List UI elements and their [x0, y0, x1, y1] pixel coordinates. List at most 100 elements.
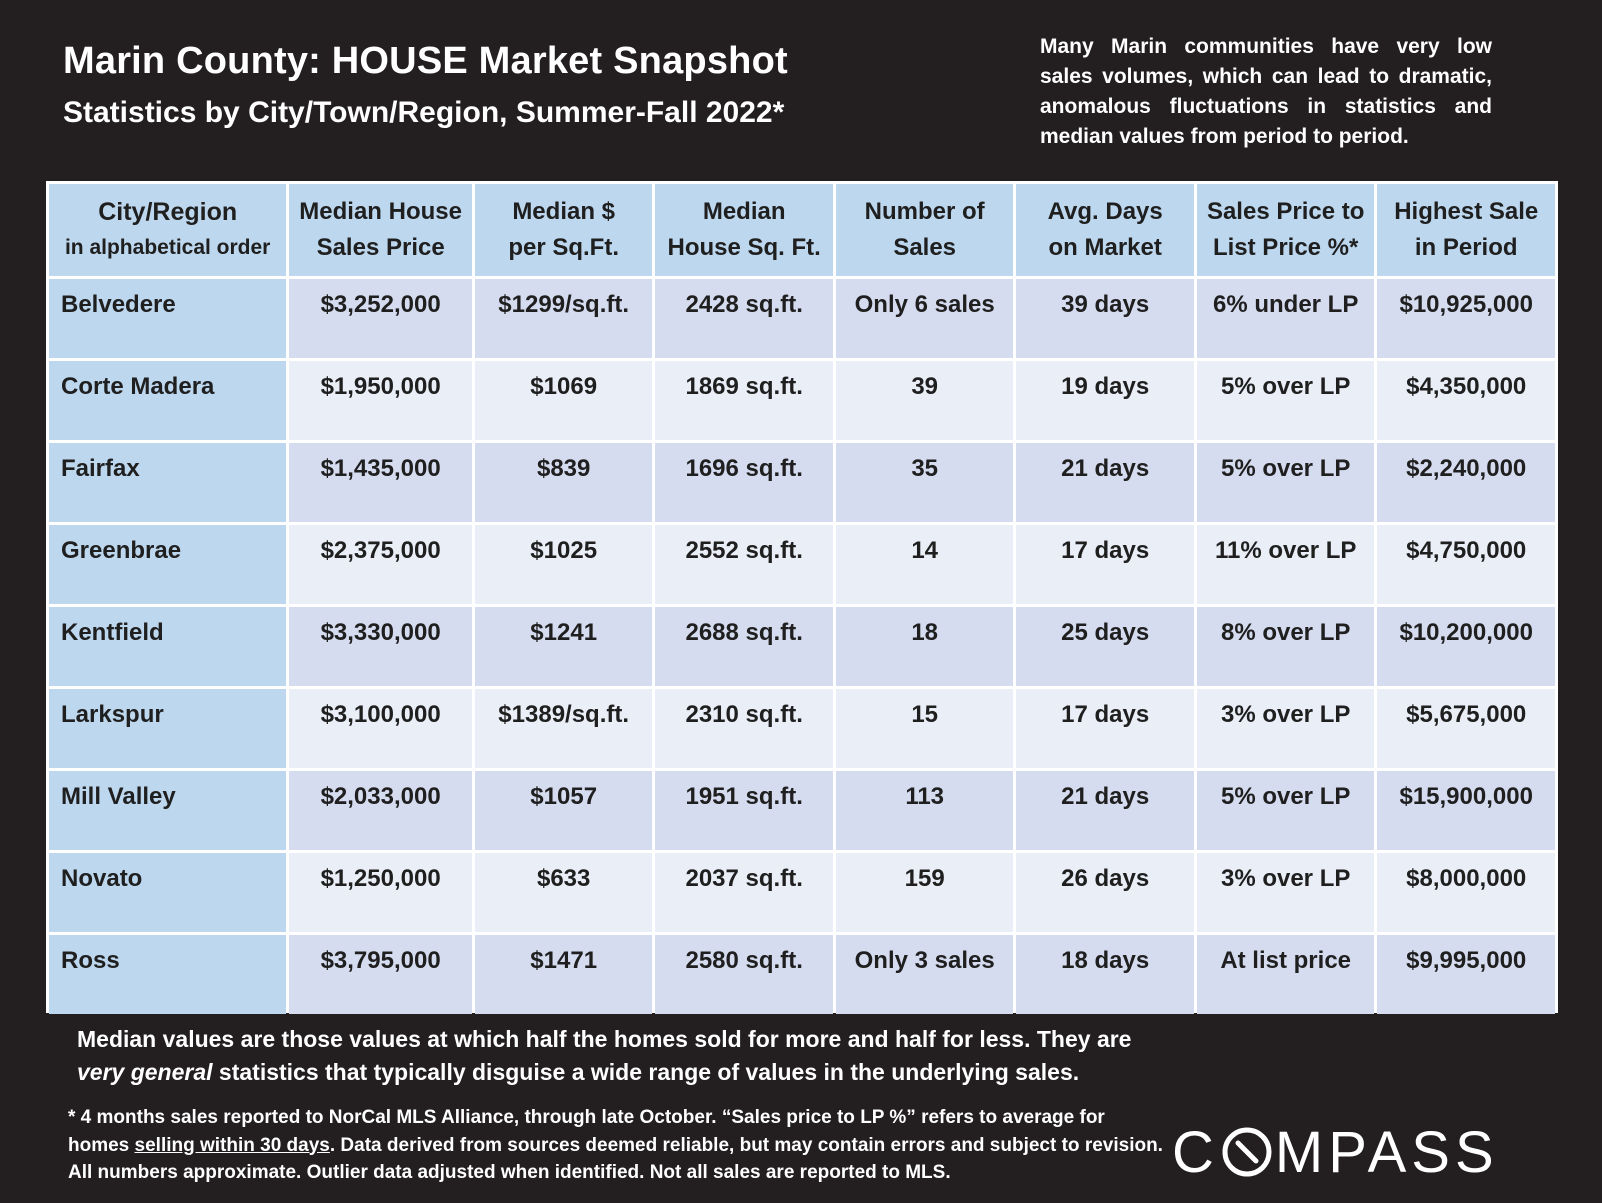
- sales-to-list-cell: 5% over LP: [1196, 361, 1375, 440]
- median-price-cell: $3,330,000: [289, 607, 472, 686]
- column-header-line2: Sales: [893, 234, 957, 261]
- table-row: Novato $1,250,000 $633 2037 sq.ft. 159 2…: [49, 853, 1555, 932]
- number-of-sales-cell: Only 3 sales: [835, 935, 1014, 1014]
- days-on-market-cell: 21 days: [1016, 443, 1194, 522]
- column-header-number-of-sales: Number of Sales: [835, 184, 1014, 276]
- days-on-market-cell: 19 days: [1016, 361, 1194, 440]
- sqft-cell: 2688 sq.ft.: [655, 607, 833, 686]
- column-header-line2: per Sq.Ft.: [508, 234, 619, 261]
- table-row: Greenbrae $2,375,000 $1025 2552 sq.ft. 1…: [49, 525, 1555, 604]
- footnote-text-1: * 4 months sales reported to NorCal MLS …: [68, 1107, 1105, 1156]
- median-price-cell: $3,795,000: [289, 935, 472, 1014]
- table-row: Kentfield $3,330,000 $1241 2688 sq.ft. 1…: [49, 607, 1555, 686]
- median-price-cell: $2,375,000: [289, 525, 472, 604]
- highest-sale-cell: $9,995,000: [1377, 935, 1555, 1014]
- sales-to-list-cell: 11% over LP: [1196, 525, 1375, 604]
- median-price-cell: $3,100,000: [289, 689, 472, 768]
- highest-sale-cell: $2,240,000: [1377, 443, 1555, 522]
- table-row: Fairfax $1,435,000 $839 1696 sq.ft. 35 2…: [49, 443, 1555, 522]
- explanation-text-1: Median values are those values at which …: [77, 1026, 1132, 1052]
- city-cell: Mill Valley: [49, 771, 287, 850]
- column-header-highest-sale: Highest Sale in Period: [1377, 184, 1555, 276]
- median-price-cell: $3,252,000: [289, 279, 472, 358]
- column-header-line1: Highest Sale: [1394, 198, 1539, 225]
- city-cell: Fairfax: [49, 443, 287, 522]
- column-header-median-price: Median House Sales Price: [289, 184, 472, 276]
- city-cell: Larkspur: [49, 689, 287, 768]
- table-row: Mill Valley $2,033,000 $1057 1951 sq.ft.…: [49, 771, 1555, 850]
- highest-sale-cell: $10,200,000: [1377, 607, 1555, 686]
- sales-to-list-cell: 6% under LP: [1196, 279, 1375, 358]
- sqft-cell: 2037 sq.ft.: [655, 853, 833, 932]
- price-per-sqft-cell: $839: [474, 443, 653, 522]
- city-cell: Belvedere: [49, 279, 287, 358]
- median-price-cell: $1,435,000: [289, 443, 472, 522]
- column-header-price-per-sqft: Median $ per Sq.Ft.: [474, 184, 653, 276]
- sqft-cell: 1696 sq.ft.: [655, 443, 833, 522]
- market-table-container: City/Region in alphabetical order Median…: [46, 181, 1558, 1014]
- highest-sale-cell: $10,925,000: [1377, 279, 1555, 358]
- price-per-sqft-cell: $1025: [474, 525, 653, 604]
- column-header-days-on-market: Avg. Days on Market: [1016, 184, 1194, 276]
- days-on-market-cell: 18 days: [1016, 935, 1194, 1014]
- number-of-sales-cell: 39: [835, 361, 1014, 440]
- table-row: Belvedere $3,252,000 $1299/sq.ft. 2428 s…: [49, 279, 1555, 358]
- column-header-line1: Avg. Days: [1047, 198, 1163, 225]
- days-on-market-cell: 17 days: [1016, 689, 1194, 768]
- column-header-line2: on Market: [1048, 234, 1162, 261]
- table-row: Ross $3,795,000 $1471 2580 sq.ft. Only 3…: [49, 935, 1555, 1014]
- price-per-sqft-cell: $1057: [474, 771, 653, 850]
- column-header-line2: House Sq. Ft.: [667, 234, 821, 261]
- logo-text-end: MPASS: [1274, 1119, 1499, 1185]
- page-title: Marin County: HOUSE Market Snapshot: [63, 40, 788, 82]
- number-of-sales-cell: 14: [835, 525, 1014, 604]
- sqft-cell: 2580 sq.ft.: [655, 935, 833, 1014]
- column-header-line2: in alphabetical order: [64, 236, 271, 259]
- price-per-sqft-cell: $1069: [474, 361, 653, 440]
- page-subtitle: Statistics by City/Town/Region, Summer-F…: [63, 96, 785, 129]
- table-row: Larkspur $3,100,000 $1389/sq.ft. 2310 sq…: [49, 689, 1555, 768]
- days-on-market-cell: 17 days: [1016, 525, 1194, 604]
- column-header-sales-to-list: Sales Price to List Price %*: [1196, 184, 1375, 276]
- column-header-line1: Number of: [864, 198, 985, 225]
- sqft-cell: 2552 sq.ft.: [655, 525, 833, 604]
- footnote: * 4 months sales reported to NorCal MLS …: [68, 1104, 1168, 1187]
- highest-sale-cell: $15,900,000: [1377, 771, 1555, 850]
- median-price-cell: $1,950,000: [289, 361, 472, 440]
- column-header-city: City/Region in alphabetical order: [49, 184, 287, 276]
- column-header-sqft: Median House Sq. Ft.: [655, 184, 833, 276]
- sales-to-list-cell: 3% over LP: [1196, 853, 1375, 932]
- sales-to-list-cell: 8% over LP: [1196, 607, 1375, 686]
- sqft-cell: 2428 sq.ft.: [655, 279, 833, 358]
- price-per-sqft-cell: $1299/sq.ft.: [474, 279, 653, 358]
- compass-o-icon: [1222, 1127, 1272, 1177]
- column-header-line2: Sales Price: [316, 234, 445, 261]
- column-header-line1: Median House: [299, 198, 462, 225]
- median-price-cell: $2,033,000: [289, 771, 472, 850]
- footnote-underlined: selling within 30 days: [134, 1134, 330, 1156]
- logo-text-start: C: [1172, 1119, 1219, 1185]
- sales-to-list-cell: 3% over LP: [1196, 689, 1375, 768]
- sales-to-list-cell: 5% over LP: [1196, 443, 1375, 522]
- price-per-sqft-cell: $633: [474, 853, 653, 932]
- highest-sale-cell: $8,000,000: [1377, 853, 1555, 932]
- city-cell: Ross: [49, 935, 287, 1014]
- column-header-line1: City/Region: [98, 198, 238, 226]
- median-explanation: Median values are those values at which …: [77, 1023, 1177, 1089]
- price-per-sqft-cell: $1241: [474, 607, 653, 686]
- city-cell: Novato: [49, 853, 287, 932]
- days-on-market-cell: 26 days: [1016, 853, 1194, 932]
- sales-to-list-cell: At list price: [1196, 935, 1375, 1014]
- table-header-row: City/Region in alphabetical order Median…: [49, 184, 1555, 276]
- explanation-text-2: statistics that typically disguise a wid…: [212, 1059, 1080, 1085]
- sqft-cell: 1951 sq.ft.: [655, 771, 833, 850]
- median-price-cell: $1,250,000: [289, 853, 472, 932]
- number-of-sales-cell: 113: [835, 771, 1014, 850]
- explanation-emphasis: very general: [77, 1059, 213, 1085]
- highest-sale-cell: $5,675,000: [1377, 689, 1555, 768]
- number-of-sales-cell: 15: [835, 689, 1014, 768]
- highest-sale-cell: $4,350,000: [1377, 361, 1555, 440]
- number-of-sales-cell: Only 6 sales: [835, 279, 1014, 358]
- city-cell: Corte Madera: [49, 361, 287, 440]
- volume-note: Many Marin communities have very low sal…: [1040, 35, 1492, 148]
